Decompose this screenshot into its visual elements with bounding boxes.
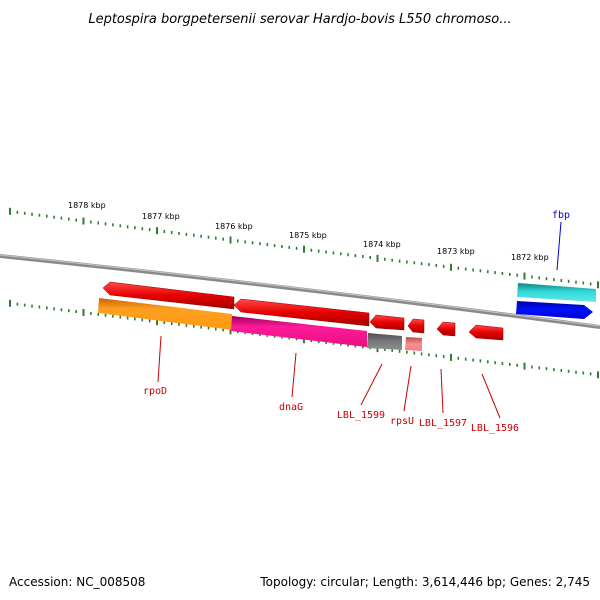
gene-labels: rpoD dnaG LBL_1599 rpsU LBL_1597 LBL_159… bbox=[143, 210, 570, 434]
gene-label-rpoD[interactable]: rpoD bbox=[143, 386, 167, 397]
connector-LBL_1597 bbox=[440, 368, 444, 414]
scale-label-1874: 1874 kbp bbox=[363, 240, 401, 249]
scale-label-1878: 1878 kbp bbox=[68, 201, 106, 210]
connector-LBL_1596 bbox=[481, 373, 501, 419]
minus-strand-genes bbox=[102, 281, 504, 341]
chromosome-title: Leptospira borgpetersenii serovar Hardjo… bbox=[88, 12, 511, 27]
scale-label-1872: 1872 kbp bbox=[511, 253, 549, 262]
gene-label-LBL_1597[interactable]: LBL_1597 bbox=[419, 418, 467, 429]
gene-dnaG-arrow[interactable] bbox=[233, 298, 370, 327]
gene-fbp-arrow[interactable] bbox=[516, 301, 593, 319]
gene-rpoD-arrow[interactable] bbox=[102, 281, 235, 310]
chromosome-backbone-highlight bbox=[0, 254, 600, 327]
scale-label-1877: 1877 kbp bbox=[142, 212, 180, 221]
plus-strand-genes bbox=[516, 283, 596, 319]
accession-text: Accession: NC_008508 bbox=[9, 575, 145, 589]
band-LBL_1599[interactable] bbox=[367, 333, 402, 350]
band-rpsU[interactable] bbox=[405, 337, 422, 351]
connector-rpoD bbox=[157, 335, 162, 383]
band-dnaG[interactable] bbox=[231, 316, 367, 347]
gene-label-LBL_1596[interactable]: LBL_1596 bbox=[471, 423, 519, 434]
label-connectors bbox=[157, 221, 562, 419]
gene-fbp-band[interactable] bbox=[517, 283, 596, 302]
gene-label-LBL_1599[interactable]: LBL_1599 bbox=[337, 410, 385, 421]
feature-bands bbox=[98, 298, 422, 351]
gene-label-fbp[interactable]: fbp bbox=[552, 210, 570, 221]
scale-label-1876: 1876 kbp bbox=[215, 222, 253, 231]
scale-ticks-top bbox=[9, 207, 599, 289]
scale-label-1875: 1875 kbp bbox=[289, 231, 327, 240]
gene-label-rpsU[interactable]: rpsU bbox=[390, 416, 414, 427]
gene-LBL_1596-arrow[interactable] bbox=[468, 324, 504, 341]
connector-fbp bbox=[556, 221, 562, 271]
connector-dnaG bbox=[291, 352, 297, 398]
gene-LBL_1597-arrow[interactable] bbox=[436, 321, 456, 337]
connector-LBL_1599 bbox=[360, 363, 383, 406]
gene-LBL_1599-arrow[interactable] bbox=[369, 314, 405, 331]
connector-rpsU bbox=[403, 365, 412, 412]
chromosome-backbone bbox=[0, 254, 600, 329]
scale-labels: 1878 kbp 1877 kbp 1876 kbp 1875 kbp 1874… bbox=[68, 201, 549, 262]
gene-label-dnaG[interactable]: dnaG bbox=[279, 402, 303, 413]
topology-text: Topology: circular; Length: 3,614,446 bp… bbox=[259, 575, 590, 589]
band-rpoD[interactable] bbox=[98, 298, 232, 330]
gene-rpsU-arrow[interactable] bbox=[407, 318, 425, 334]
scale-label-1873: 1873 kbp bbox=[437, 247, 475, 256]
